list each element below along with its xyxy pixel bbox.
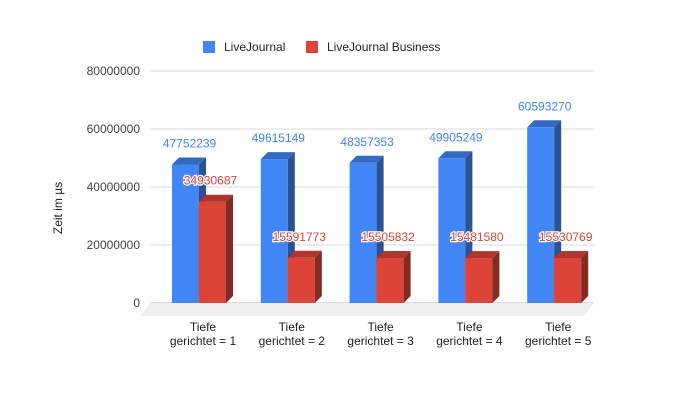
bar-top	[172, 157, 206, 165]
data-labels: 47752239 34930687 49615149 15591773 48357353…	[163, 99, 594, 245]
bar-livejournal-business-4	[465, 251, 500, 303]
bar-top	[376, 251, 411, 259]
legend: LiveJournal LiveJournal Business	[203, 40, 440, 54]
bar-front	[376, 258, 404, 303]
bar-livejournal-1	[172, 157, 206, 303]
bar-top	[287, 250, 322, 258]
bar-front	[260, 159, 288, 303]
data-label: 15481580	[450, 230, 504, 244]
x-axis-categories: Tiefe gerichtet = 1 Tiefe gerichtet = 2 Tief…	[170, 320, 592, 348]
bars	[172, 120, 589, 304]
bar-front	[465, 258, 493, 303]
legend-label: LiveJournal	[224, 40, 285, 54]
data-label: 60593270	[518, 99, 572, 113]
bar-front	[527, 127, 555, 304]
x-category-label: Tiefe gerichtet = 2	[259, 320, 326, 348]
data-label: 15505832	[361, 230, 415, 244]
y-tick-label: 0	[133, 296, 140, 310]
y-tick-label: 80000000	[87, 64, 141, 78]
data-label: 47752239	[163, 137, 217, 151]
bar-side	[314, 250, 322, 303]
bar-livejournal-business-3	[376, 251, 411, 303]
x-category-label: Tiefe gerichtet = 4	[436, 320, 503, 348]
bar-top	[527, 120, 562, 128]
bar-side	[581, 250, 589, 303]
bar-livejournal-business-1	[199, 194, 233, 303]
bar-top	[199, 194, 233, 202]
bar-side	[492, 251, 500, 303]
bar-top	[349, 155, 384, 163]
x-category-label: Tiefe gerichtet = 5	[525, 320, 592, 348]
data-label: 15530769	[539, 230, 593, 244]
bar-side	[226, 194, 233, 303]
data-label: 34930687	[184, 174, 238, 188]
bar-front	[172, 164, 199, 303]
x-category-label: Tiefe gerichtet = 3	[347, 320, 414, 348]
bar-side	[403, 251, 411, 303]
data-label: 49615149	[252, 131, 306, 145]
y-axis-title: Zeit im µs	[51, 182, 65, 234]
bar-top	[554, 250, 589, 258]
data-label: 48357353	[340, 135, 394, 149]
legend-swatch	[203, 41, 215, 53]
data-label: 15591773	[273, 230, 327, 244]
bar-livejournal-business-5	[554, 250, 589, 303]
bar-top	[438, 151, 473, 159]
floor-plane	[140, 303, 594, 316]
chart-floor	[140, 303, 594, 316]
bar-top	[465, 251, 500, 259]
y-tick-label: 40000000	[87, 180, 141, 194]
y-tick-label: 60000000	[87, 122, 141, 136]
data-label: 49905249	[429, 130, 483, 144]
legend-item-livejournal: LiveJournal	[203, 40, 285, 54]
bar-front	[199, 201, 226, 303]
bar-front	[287, 257, 315, 303]
legend-swatch	[306, 41, 318, 53]
bar-top	[260, 152, 295, 160]
bar-livejournal-business-2	[287, 250, 322, 303]
bar-front	[349, 162, 377, 303]
bar-front	[554, 257, 582, 303]
legend-item-livejournal-business: LiveJournal Business	[306, 40, 440, 54]
y-tick-label: 20000000	[87, 238, 141, 252]
legend-label: LiveJournal Business	[327, 40, 440, 54]
x-category-label: Tiefe gerichtet = 1	[170, 320, 237, 348]
y-axis-ticks: 0 20000000 40000000 60000000 80000000	[87, 64, 141, 310]
bar-front	[438, 158, 466, 303]
